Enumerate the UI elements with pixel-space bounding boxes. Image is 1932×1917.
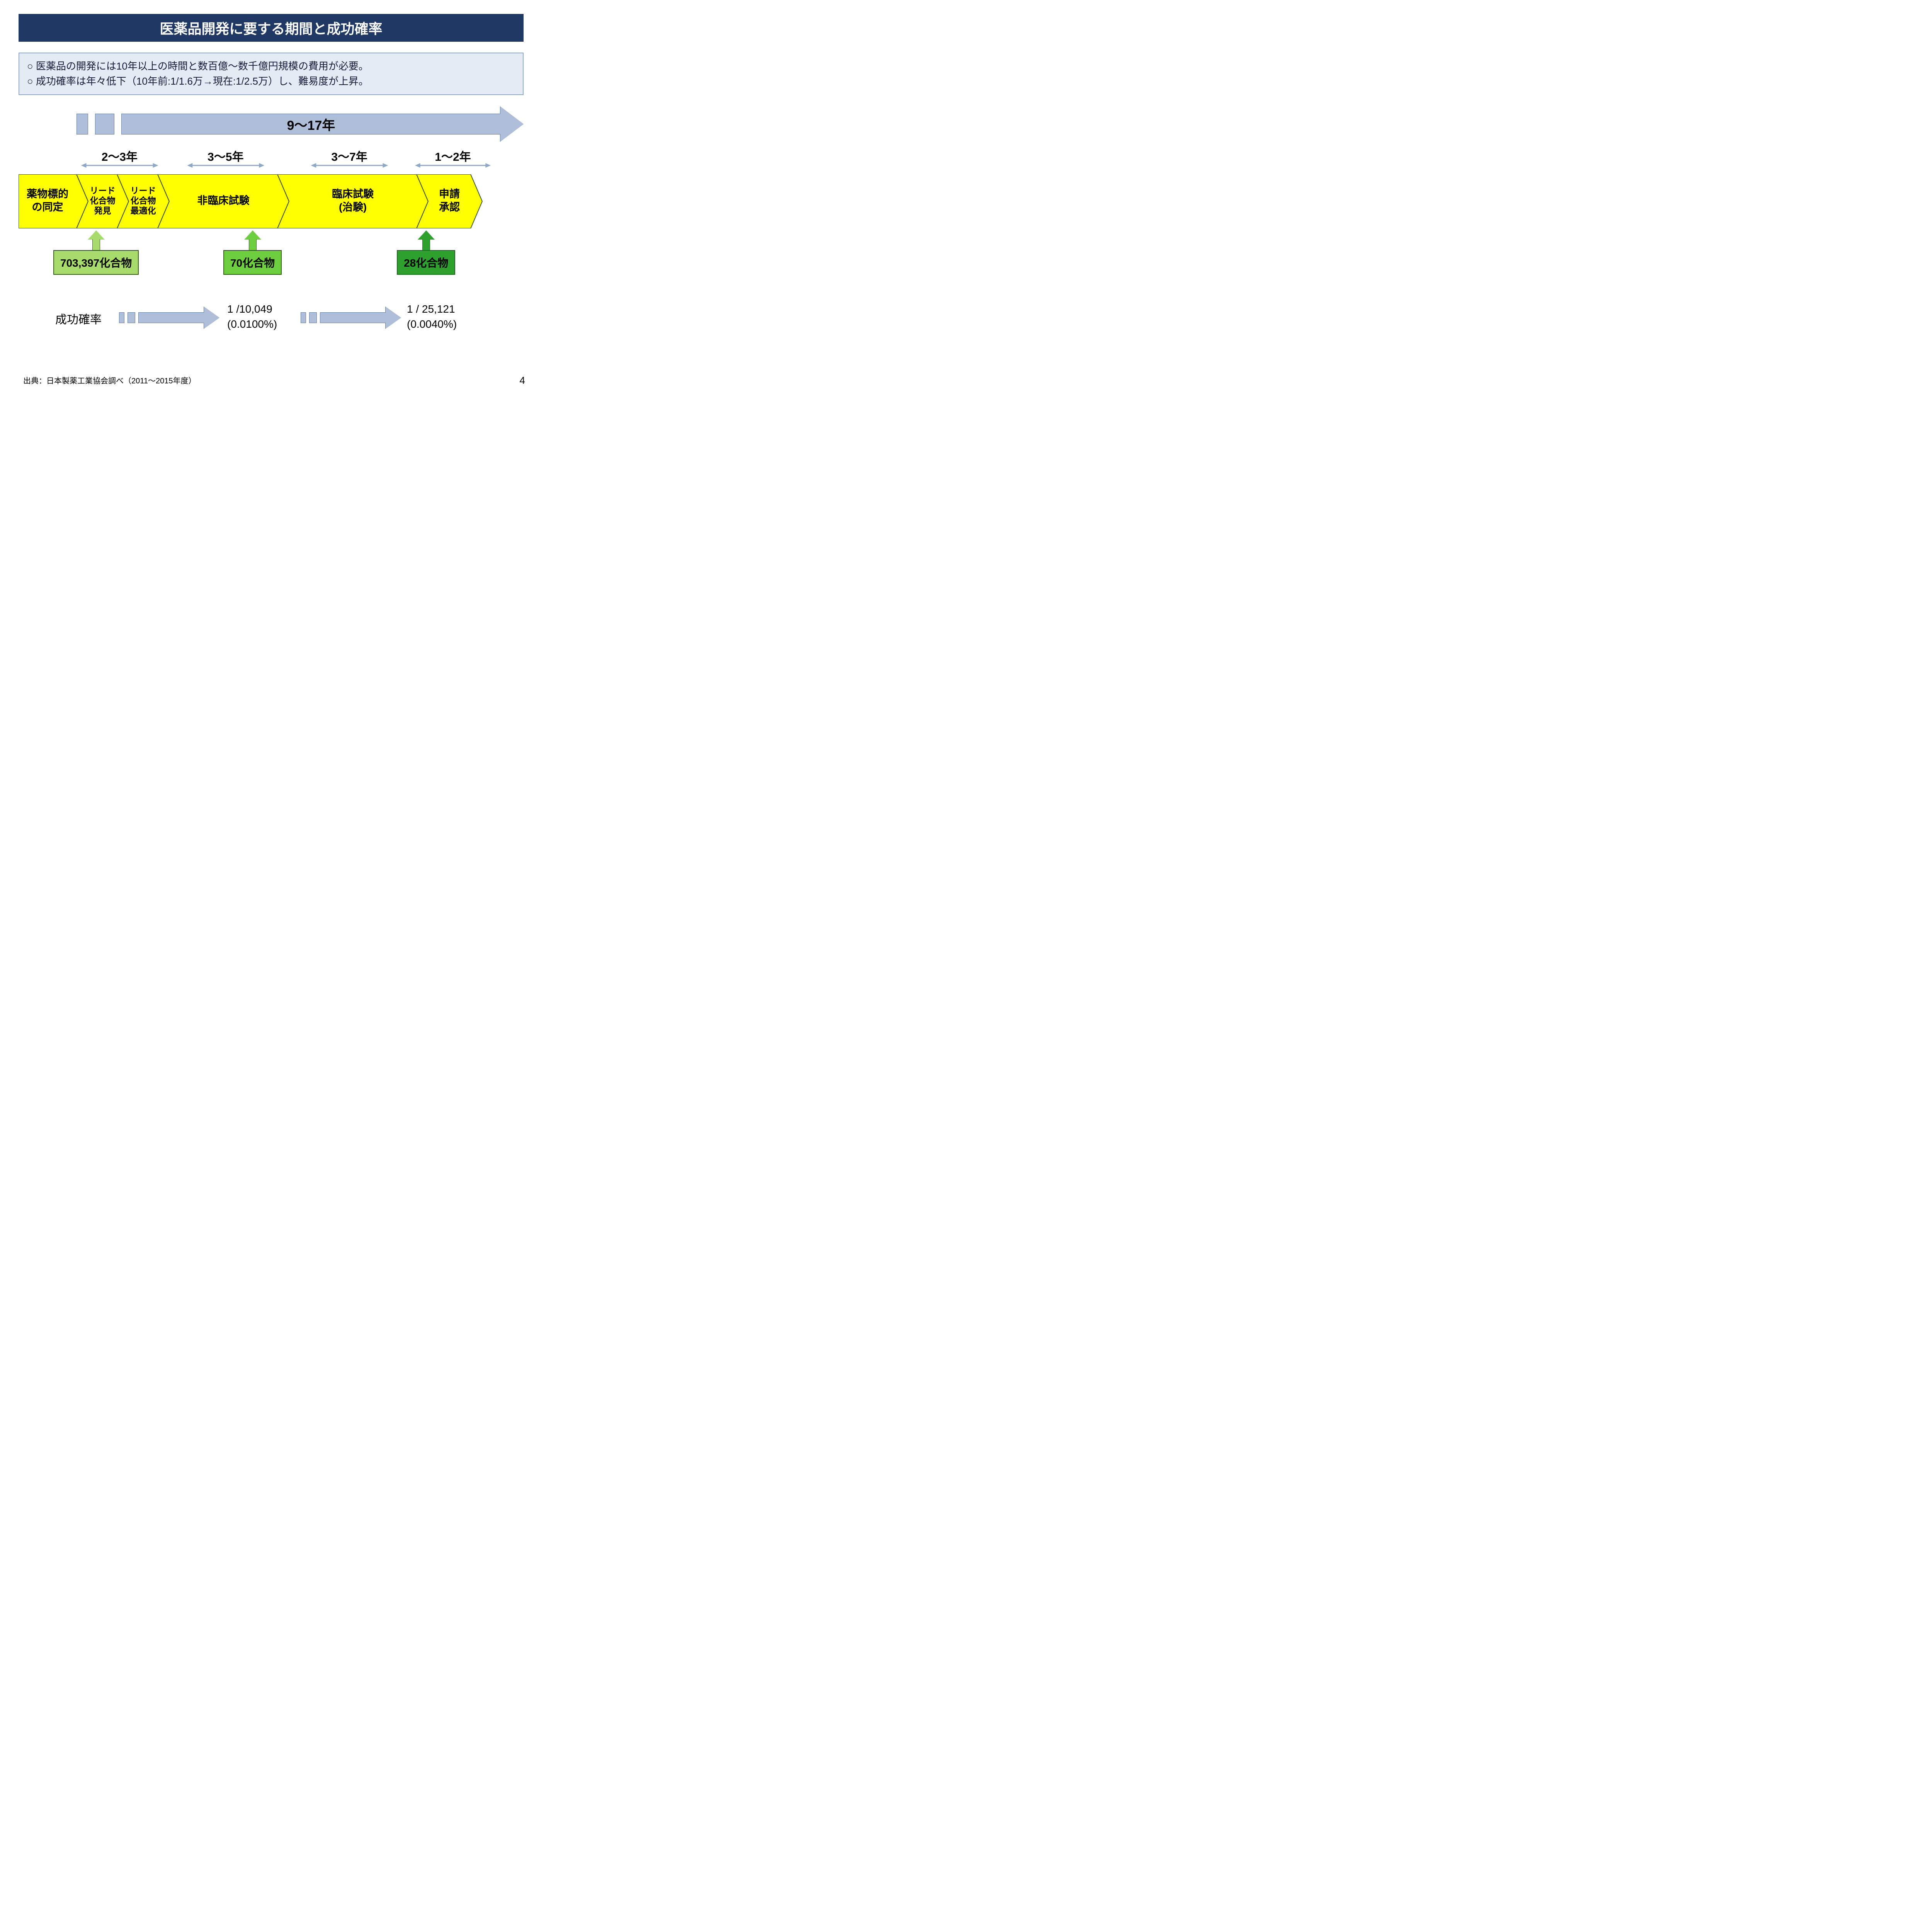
compound-count-box: 28化合物 xyxy=(397,250,455,275)
compound-count-box: 703,397化合物 xyxy=(53,250,139,275)
compound-count-callout: 703,397化合物 xyxy=(53,230,139,275)
double-arrow-icon xyxy=(168,163,284,166)
summary-box: ○ 医薬品の開発には10年以上の時間と数百億～数千億円規模の費用が必要。 ○ 成… xyxy=(19,53,524,95)
arrow-stem xyxy=(422,239,430,250)
stage-label: 薬物標的 xyxy=(27,188,68,200)
up-arrow-icon xyxy=(244,230,261,240)
arrow-segment xyxy=(301,312,306,323)
success-rate-arrow xyxy=(119,307,219,329)
phase-duration-labels: 2～3年 3～5年3～7年1～2年 xyxy=(19,147,524,169)
page-number: 4 xyxy=(520,375,525,386)
stage-label: 最適化 xyxy=(130,206,156,216)
phase-duration-label: 1～2年 xyxy=(415,147,491,164)
success-rate-arrow xyxy=(301,307,401,329)
stage-label: 承認 xyxy=(439,201,460,213)
stage-chevron-row: 薬物標的の同定リード化合物発見リード化合物最適化非臨床試験臨床試験(治験)申請承… xyxy=(19,174,524,228)
compound-count-box: 70化合物 xyxy=(223,250,282,275)
arrow-head-icon xyxy=(386,307,401,329)
summary-line-2: ○ 成功確率は年々低下（10年前:1/1.6万→現在:1/2.5万）し、難易度が… xyxy=(27,74,515,89)
arrow-stem xyxy=(249,239,257,250)
process-diagram: 9～17年 2～3年3～5年3～7年1～2年 薬物標的の同定リード化合物発見リー… xyxy=(19,107,524,354)
arrow-stem xyxy=(92,239,100,250)
success-rate-row: 成功確率 1 /10,049(0.0100%) 1 / 25,121(0.0040… xyxy=(19,303,524,342)
double-arrow-icon xyxy=(79,163,160,166)
up-arrow-icon xyxy=(88,230,105,240)
phase-duration-label: 3～5年 xyxy=(168,147,284,164)
arrow-head-icon xyxy=(204,307,219,329)
arrow-head-icon xyxy=(500,107,524,141)
stage-label: リード xyxy=(130,186,156,196)
compound-count-callout: 70化合物 xyxy=(223,230,282,275)
stage-label: 発見 xyxy=(94,206,111,216)
arrow-segment xyxy=(119,312,124,323)
total-duration-arrow: 9～17年 xyxy=(77,107,524,141)
stage-label: 申請 xyxy=(439,188,460,200)
compound-count-callout: 28化合物 xyxy=(397,230,455,275)
arrow-segment xyxy=(77,114,88,134)
stage-label: リード xyxy=(90,186,115,196)
double-arrow-icon xyxy=(286,163,413,166)
success-rate-value: 1 / 25,121(0.0040%) xyxy=(407,301,457,332)
success-rate-value: 1 /10,049(0.0100%) xyxy=(227,301,277,332)
arrow-segment xyxy=(128,312,135,323)
double-arrow-icon xyxy=(415,163,491,166)
success-rate-label: 成功確率 xyxy=(55,310,102,327)
summary-line-1: ○ 医薬品の開発には10年以上の時間と数百億～数千億円規模の費用が必要。 xyxy=(27,59,515,74)
arrow-segment xyxy=(95,114,114,134)
total-duration-label: 9～17年 xyxy=(121,114,500,134)
stage-label: 化合物 xyxy=(130,196,156,206)
arrow-segment xyxy=(309,312,317,323)
stage-label: 非臨床試験 xyxy=(197,194,250,206)
source-citation: 出典：日本製薬工業協会調べ（2011～2015年度） xyxy=(23,375,196,386)
stage-label: 化合物 xyxy=(90,196,115,206)
stage-label: 臨床試験 xyxy=(332,188,374,200)
page-title: 医薬品開発に要する期間と成功確率 xyxy=(19,14,524,42)
phase-duration-label: 2～3年 xyxy=(79,147,160,164)
arrow-body xyxy=(138,312,204,323)
stage-label: (治験) xyxy=(339,201,367,213)
stage-label: の同定 xyxy=(32,201,63,213)
arrow-body xyxy=(320,312,386,323)
up-arrow-icon xyxy=(418,230,435,240)
phase-duration-label: 3～7年 xyxy=(286,147,413,164)
